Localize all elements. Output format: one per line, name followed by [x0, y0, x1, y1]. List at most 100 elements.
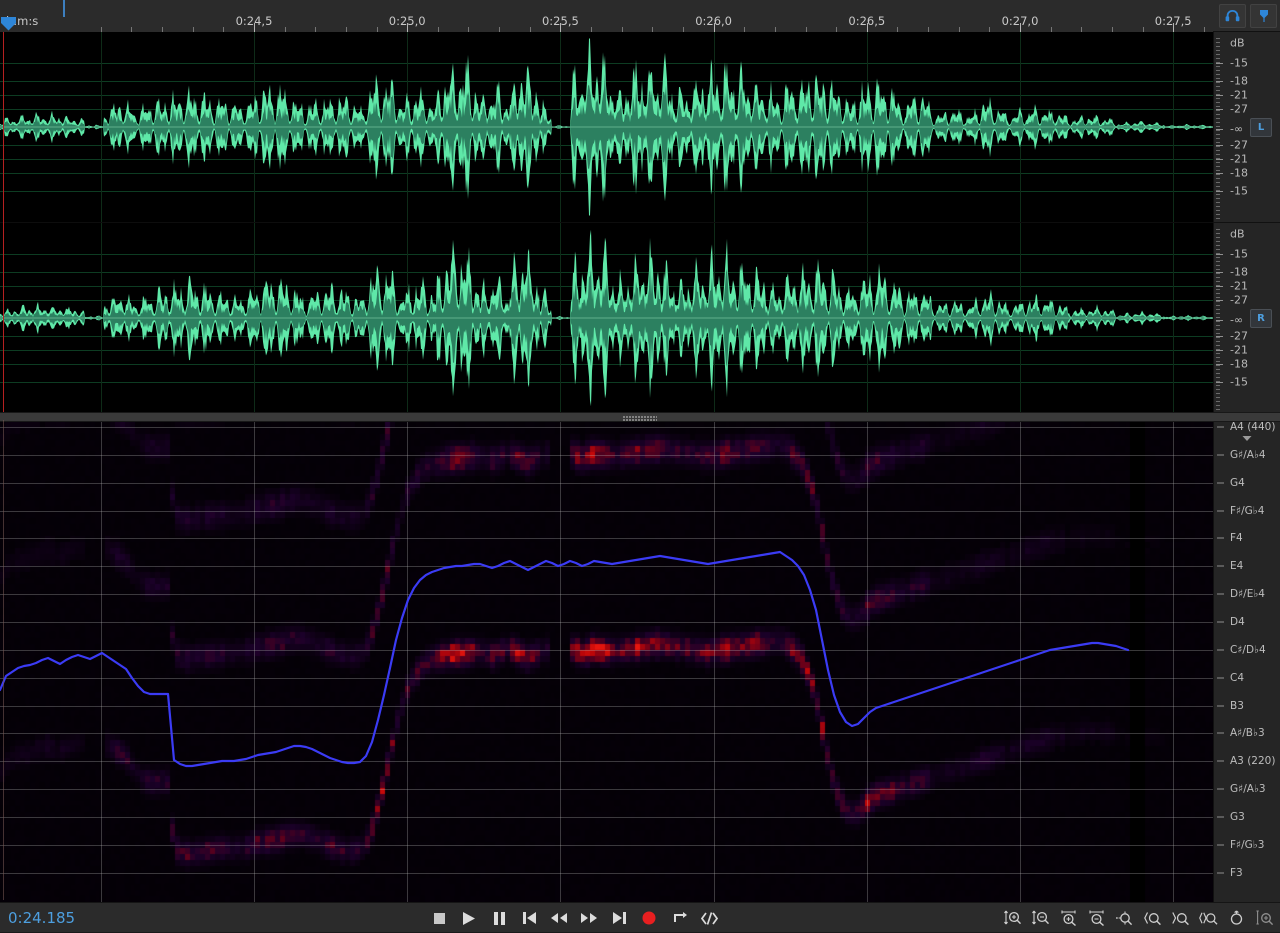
ruler-minor-tick: [1112, 27, 1113, 32]
channel-badge-right[interactable]: R: [1250, 309, 1272, 328]
note-axis-label: F♯/G♭4: [1230, 504, 1265, 517]
record-button[interactable]: [640, 909, 658, 927]
zoom-right-button[interactable]: [1171, 909, 1190, 928]
db-axis-label: -21: [1230, 343, 1248, 357]
fast-forward-button[interactable]: [580, 909, 598, 927]
db-axis-tick: [1216, 336, 1223, 337]
pane-splitter[interactable]: [0, 412, 1280, 422]
note-axis-tick: [1217, 732, 1224, 734]
db-axis-minor-tick: [1216, 237, 1220, 238]
spectrogram-gridline: [0, 733, 1213, 734]
db-axis-minor-tick: [1216, 329, 1220, 330]
pin-marker-icon[interactable]: [1250, 3, 1277, 28]
waveform-pane[interactable]: [0, 32, 1213, 412]
zoom-to-cursor-button[interactable]: [1115, 909, 1134, 928]
pause-button[interactable]: [490, 909, 508, 927]
ruler-minor-tick: [1081, 27, 1082, 32]
transport-controls: [430, 903, 718, 933]
ruler-minor-tick: [591, 27, 592, 32]
db-axis-minor-tick: [1216, 118, 1220, 119]
stop-button[interactable]: [430, 909, 448, 927]
waveform-gridline: [0, 173, 1213, 174]
db-axis-minor-tick: [1216, 174, 1220, 175]
db-axis-minor-tick: [1216, 365, 1220, 366]
waveform-gridline: [0, 191, 1213, 192]
db-axis-label: -15: [1230, 375, 1248, 389]
db-axis-minor-tick: [1216, 245, 1220, 246]
spectrogram-gridline: [0, 706, 1213, 707]
chevron-down-icon[interactable]: [1242, 426, 1252, 445]
db-axis-label: -27: [1230, 329, 1248, 343]
db-axis-minor-tick: [1216, 249, 1220, 250]
waveform-channel-right[interactable]: [0, 222, 1213, 412]
channel-badge-left[interactable]: L: [1250, 118, 1272, 137]
zoom-vertical-fit-button[interactable]: [1255, 909, 1274, 928]
ruler-minor-tick: [468, 27, 469, 32]
headphones-icon[interactable]: [1219, 3, 1246, 28]
ruler-minor-tick: [1143, 27, 1144, 32]
db-axis-label: -15: [1230, 56, 1248, 70]
spectrogram-vertical-gridline: [560, 422, 561, 902]
ruler-major-tick: [254, 23, 255, 32]
db-axis-minor-tick: [1216, 170, 1220, 171]
note-axis-label: A3 (220): [1230, 755, 1276, 768]
zoom-left-button[interactable]: [1143, 909, 1162, 928]
zoom-out-vertical-button[interactable]: [1031, 909, 1050, 928]
db-axis-minor-tick: [1216, 269, 1220, 270]
db-axis-minor-tick: [1216, 82, 1220, 83]
zoom-in-vertical-button[interactable]: [1003, 909, 1022, 928]
db-axis-minor-tick: [1216, 273, 1220, 274]
db-axis-minor-tick: [1216, 285, 1220, 286]
db-axis-minor-tick: [1216, 154, 1220, 155]
db-axis-minor-tick: [1216, 214, 1220, 215]
play-button[interactable]: [460, 909, 478, 927]
zoom-in-button[interactable]: [1059, 909, 1078, 928]
loop-button[interactable]: [670, 909, 688, 927]
note-scale-axis: A4 (440) G♯/A♭4 G4 F♯/G♭4 F4 E4 D♯/E♭4 D4 C♯/D♭4…: [1213, 422, 1280, 902]
db-axis-minor-tick: [1216, 98, 1220, 99]
spectrogram-vertical-gridline: [1173, 422, 1174, 902]
zoom-out-button[interactable]: [1087, 909, 1106, 928]
waveform-channel-left[interactable]: [0, 32, 1213, 222]
zoom-to-selection-button[interactable]: [1199, 909, 1218, 928]
db-axis-minor-tick: [1216, 357, 1220, 358]
splitter-grip[interactable]: [623, 416, 657, 421]
note-axis-tick: [1217, 482, 1224, 484]
db-axis-tick: [1216, 109, 1223, 110]
zoom-reset-button[interactable]: [1227, 909, 1246, 928]
db-axis-minor-tick: [1216, 281, 1220, 282]
spectrogram-vertical-gridline: [714, 422, 715, 902]
note-axis-label: G4: [1230, 476, 1245, 489]
db-axis-minor-tick: [1216, 86, 1220, 87]
timeline-ruler[interactable]: h:m:s 0:24,5 0:25,0 0:25,5 0:26,0 0:26,5 0:27…: [0, 0, 1213, 33]
note-axis-label: B3: [1230, 699, 1244, 712]
split-button[interactable]: [700, 909, 718, 927]
spectrogram-gridline: [0, 594, 1213, 595]
db-axis-label: -27: [1230, 138, 1248, 152]
note-axis-label: D4: [1230, 615, 1245, 628]
db-axis-tick: [1216, 272, 1223, 273]
skip-to-end-button[interactable]: [610, 909, 628, 927]
db-axis-tick: [1216, 145, 1223, 146]
db-axis-minor-tick: [1216, 146, 1220, 147]
note-axis-tick: [1217, 426, 1224, 428]
ruler-minor-tick: [377, 27, 378, 32]
ruler-minor-tick: [530, 27, 531, 32]
note-axis-label: G3: [1230, 810, 1245, 823]
rewind-button[interactable]: [550, 909, 568, 927]
timecode-display[interactable]: 0:24.185: [8, 909, 76, 927]
db-axis-minor-tick: [1216, 126, 1220, 127]
note-axis-label: G♯/A♭3: [1230, 783, 1266, 796]
db-axis-minor-tick: [1216, 317, 1220, 318]
spectrogram-pane[interactable]: [0, 422, 1213, 902]
ruler-minor-tick: [989, 27, 990, 32]
db-axis-minor-tick: [1216, 257, 1220, 258]
db-axis-minor-tick: [1216, 138, 1220, 139]
db-axis-minor-tick: [1216, 206, 1220, 207]
playback-cursor: [3, 32, 4, 412]
playhead-marker[interactable]: [0, 17, 17, 31]
zoom-controls: [1003, 903, 1274, 933]
db-axis-minor-tick: [1216, 309, 1220, 310]
db-axis-minor-tick: [1216, 345, 1220, 346]
skip-to-start-button[interactable]: [520, 909, 538, 927]
